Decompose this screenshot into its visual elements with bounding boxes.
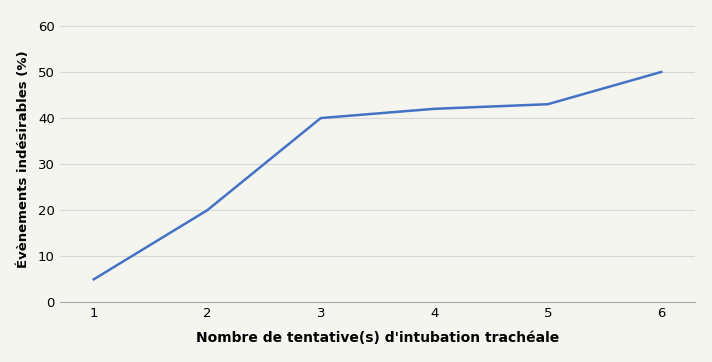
X-axis label: Nombre de tentative(s) d'intubation trachéale: Nombre de tentative(s) d'intubation trac… (196, 331, 559, 345)
Y-axis label: Évènements indésirables (%): Évènements indésirables (%) (16, 51, 30, 268)
